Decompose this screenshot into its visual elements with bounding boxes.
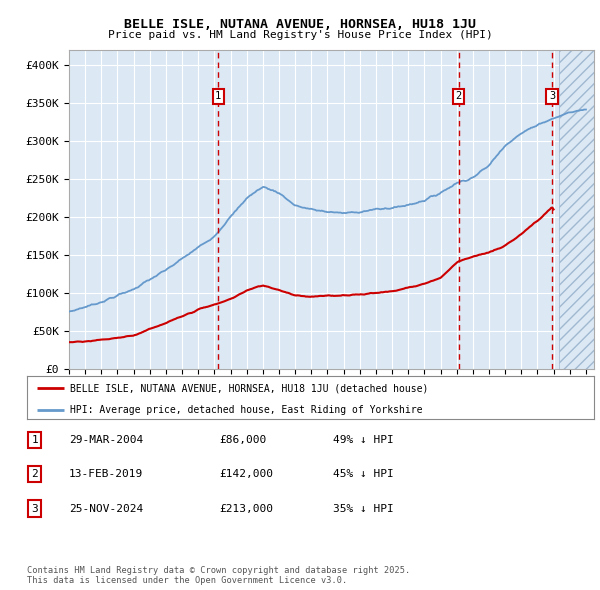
Text: 13-FEB-2019: 13-FEB-2019 <box>69 470 143 479</box>
Text: BELLE ISLE, NUTANA AVENUE, HORNSEA, HU18 1JU: BELLE ISLE, NUTANA AVENUE, HORNSEA, HU18… <box>124 18 476 31</box>
Text: Contains HM Land Registry data © Crown copyright and database right 2025.
This d: Contains HM Land Registry data © Crown c… <box>27 566 410 585</box>
Text: 1: 1 <box>31 435 38 445</box>
Text: £213,000: £213,000 <box>219 504 273 513</box>
Text: 35% ↓ HPI: 35% ↓ HPI <box>333 504 394 513</box>
Text: 2: 2 <box>455 91 462 101</box>
Text: HPI: Average price, detached house, East Riding of Yorkshire: HPI: Average price, detached house, East… <box>70 405 422 415</box>
Text: 1: 1 <box>215 91 221 101</box>
Text: 49% ↓ HPI: 49% ↓ HPI <box>333 435 394 445</box>
Text: £142,000: £142,000 <box>219 470 273 479</box>
Text: 25-NOV-2024: 25-NOV-2024 <box>69 504 143 513</box>
Bar <box>559 50 594 369</box>
Text: BELLE ISLE, NUTANA AVENUE, HORNSEA, HU18 1JU (detached house): BELLE ISLE, NUTANA AVENUE, HORNSEA, HU18… <box>70 384 428 394</box>
Text: 29-MAR-2004: 29-MAR-2004 <box>69 435 143 445</box>
Text: 3: 3 <box>549 91 555 101</box>
Text: £86,000: £86,000 <box>219 435 266 445</box>
Text: 45% ↓ HPI: 45% ↓ HPI <box>333 470 394 479</box>
Text: 2: 2 <box>31 470 38 479</box>
Text: 3: 3 <box>31 504 38 513</box>
Text: Price paid vs. HM Land Registry's House Price Index (HPI): Price paid vs. HM Land Registry's House … <box>107 30 493 40</box>
